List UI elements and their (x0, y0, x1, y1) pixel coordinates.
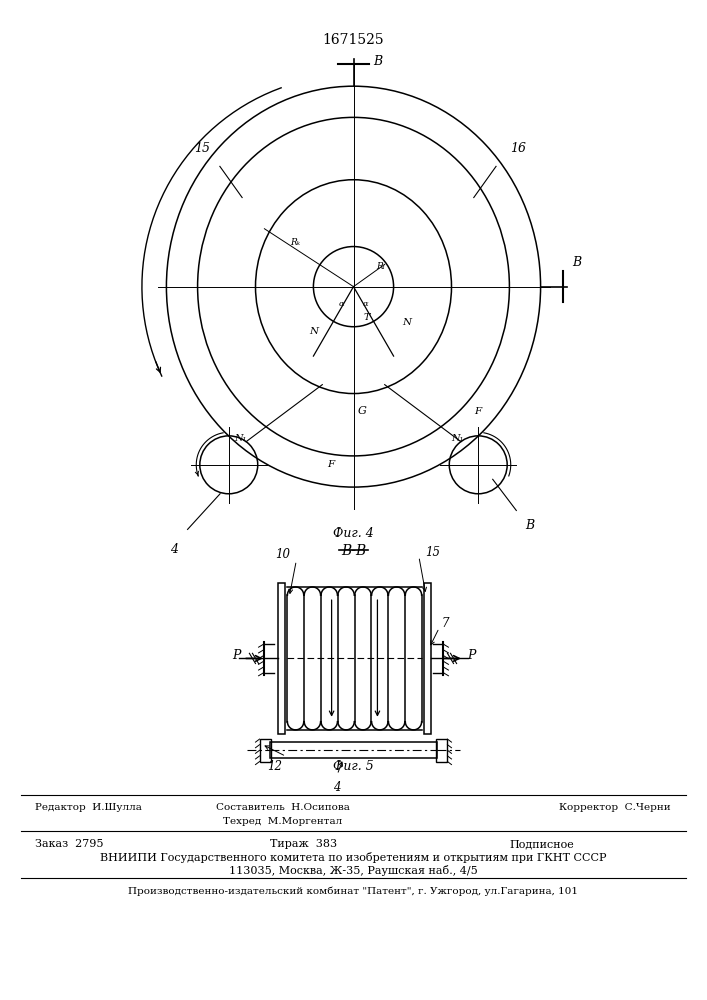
Text: N₁: N₁ (452, 434, 464, 443)
Text: 16: 16 (510, 142, 526, 155)
Text: T: T (363, 313, 370, 322)
Text: 15: 15 (425, 546, 440, 559)
Bar (259, 739, 271, 762)
Text: 113035, Москва, Ж-35, Раушская наб., 4/5: 113035, Москва, Ж-35, Раушская наб., 4/5 (229, 865, 478, 876)
Text: Фиг. 5: Фиг. 5 (333, 760, 374, 774)
Text: Р: Р (232, 649, 240, 662)
Text: Редактор  И.Шулла: Редактор И.Шулла (35, 803, 142, 812)
Text: 10: 10 (275, 548, 290, 561)
Text: 4: 4 (334, 781, 341, 794)
Text: В-В: В-В (341, 544, 366, 558)
Text: 1671525: 1671525 (322, 33, 385, 47)
Text: Р: Р (467, 649, 475, 662)
Text: Rₖ: Rₖ (291, 238, 300, 247)
Text: В: В (373, 55, 382, 68)
Bar (270, 742, 437, 758)
Text: N: N (309, 327, 318, 336)
Text: 4: 4 (170, 543, 178, 556)
Text: N: N (402, 318, 411, 327)
Text: ВНИИПИ Государственного комитета по изобретениям и открытиям при ГКНТ СССР: ВНИИПИ Государственного комитета по изоб… (100, 852, 607, 863)
Text: Подписное: Подписное (509, 839, 574, 849)
Text: 7: 7 (441, 617, 449, 630)
Text: α: α (339, 300, 344, 308)
Bar (424, 583, 431, 734)
Text: α: α (363, 300, 368, 308)
Text: Производственно-издательский комбинат "Патент", г. Ужгород, ул.Гагарина, 101: Производственно-издательский комбинат "П… (129, 886, 578, 896)
Text: Техред  М.Моргентал: Техред М.Моргентал (223, 817, 342, 826)
Text: В: В (572, 256, 581, 269)
Text: Заказ  2795: Заказ 2795 (35, 839, 104, 849)
Text: В: В (525, 519, 534, 532)
Text: Тираж  383: Тираж 383 (271, 839, 337, 849)
Text: Фиг. 4: Фиг. 4 (333, 527, 374, 540)
Text: N₁: N₁ (234, 434, 247, 443)
Text: G: G (358, 406, 367, 416)
Text: 15: 15 (194, 142, 210, 155)
Bar (278, 583, 285, 734)
Bar (436, 739, 448, 762)
Text: Составитель  Н.Осипова: Составитель Н.Осипова (216, 803, 350, 812)
Text: 12: 12 (267, 760, 282, 774)
Text: F: F (474, 407, 481, 416)
Text: Rᵢ: Rᵢ (376, 262, 385, 271)
Text: F: F (327, 460, 335, 469)
Text: Корректор  С.Черни: Корректор С.Черни (559, 803, 670, 812)
